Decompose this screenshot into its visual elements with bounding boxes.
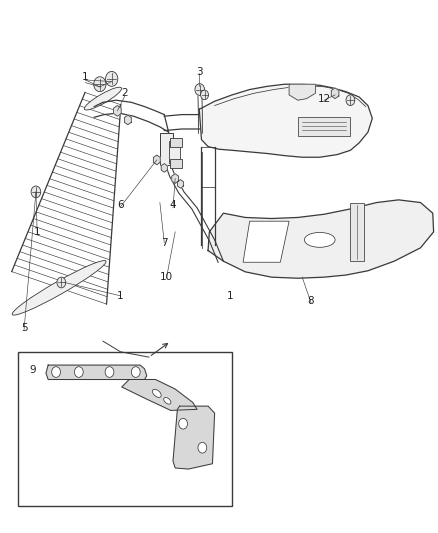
Text: 3: 3 — [196, 67, 203, 77]
Polygon shape — [199, 84, 372, 157]
Circle shape — [57, 277, 66, 288]
Circle shape — [74, 367, 83, 377]
Polygon shape — [350, 203, 364, 261]
FancyBboxPatch shape — [18, 352, 232, 506]
Polygon shape — [160, 133, 173, 165]
Circle shape — [52, 367, 60, 377]
Ellipse shape — [164, 398, 171, 404]
Polygon shape — [153, 155, 160, 165]
Polygon shape — [113, 106, 121, 116]
Polygon shape — [173, 406, 215, 469]
Circle shape — [346, 95, 355, 106]
Circle shape — [179, 418, 187, 429]
Text: 1: 1 — [226, 291, 233, 301]
Polygon shape — [289, 84, 315, 100]
Circle shape — [198, 442, 207, 453]
Polygon shape — [298, 117, 350, 136]
Polygon shape — [122, 379, 197, 410]
Polygon shape — [172, 174, 179, 183]
Ellipse shape — [152, 389, 161, 398]
Text: 1: 1 — [117, 291, 124, 301]
Polygon shape — [208, 200, 434, 278]
Ellipse shape — [84, 87, 122, 110]
Polygon shape — [331, 88, 339, 99]
Text: 7: 7 — [161, 238, 168, 247]
Polygon shape — [170, 138, 182, 147]
Circle shape — [201, 90, 208, 100]
Polygon shape — [46, 365, 147, 379]
Text: 10: 10 — [160, 272, 173, 282]
Text: 4: 4 — [170, 200, 177, 210]
Circle shape — [31, 186, 41, 198]
Text: 2: 2 — [121, 88, 128, 98]
Ellipse shape — [12, 261, 106, 315]
Text: 5: 5 — [21, 323, 28, 333]
Circle shape — [105, 367, 114, 377]
Text: 9: 9 — [29, 366, 36, 375]
Polygon shape — [243, 221, 289, 262]
Text: 6: 6 — [117, 200, 124, 210]
Circle shape — [94, 77, 106, 92]
Polygon shape — [170, 159, 182, 168]
Circle shape — [131, 367, 140, 377]
Polygon shape — [124, 115, 131, 125]
Text: 1: 1 — [34, 227, 41, 237]
Ellipse shape — [304, 232, 335, 247]
Text: 1: 1 — [82, 72, 89, 82]
Polygon shape — [161, 164, 167, 172]
Circle shape — [195, 84, 205, 95]
Text: 8: 8 — [307, 296, 314, 306]
Polygon shape — [177, 180, 184, 188]
Circle shape — [106, 71, 118, 86]
Text: 12: 12 — [318, 94, 331, 103]
Polygon shape — [169, 141, 180, 163]
